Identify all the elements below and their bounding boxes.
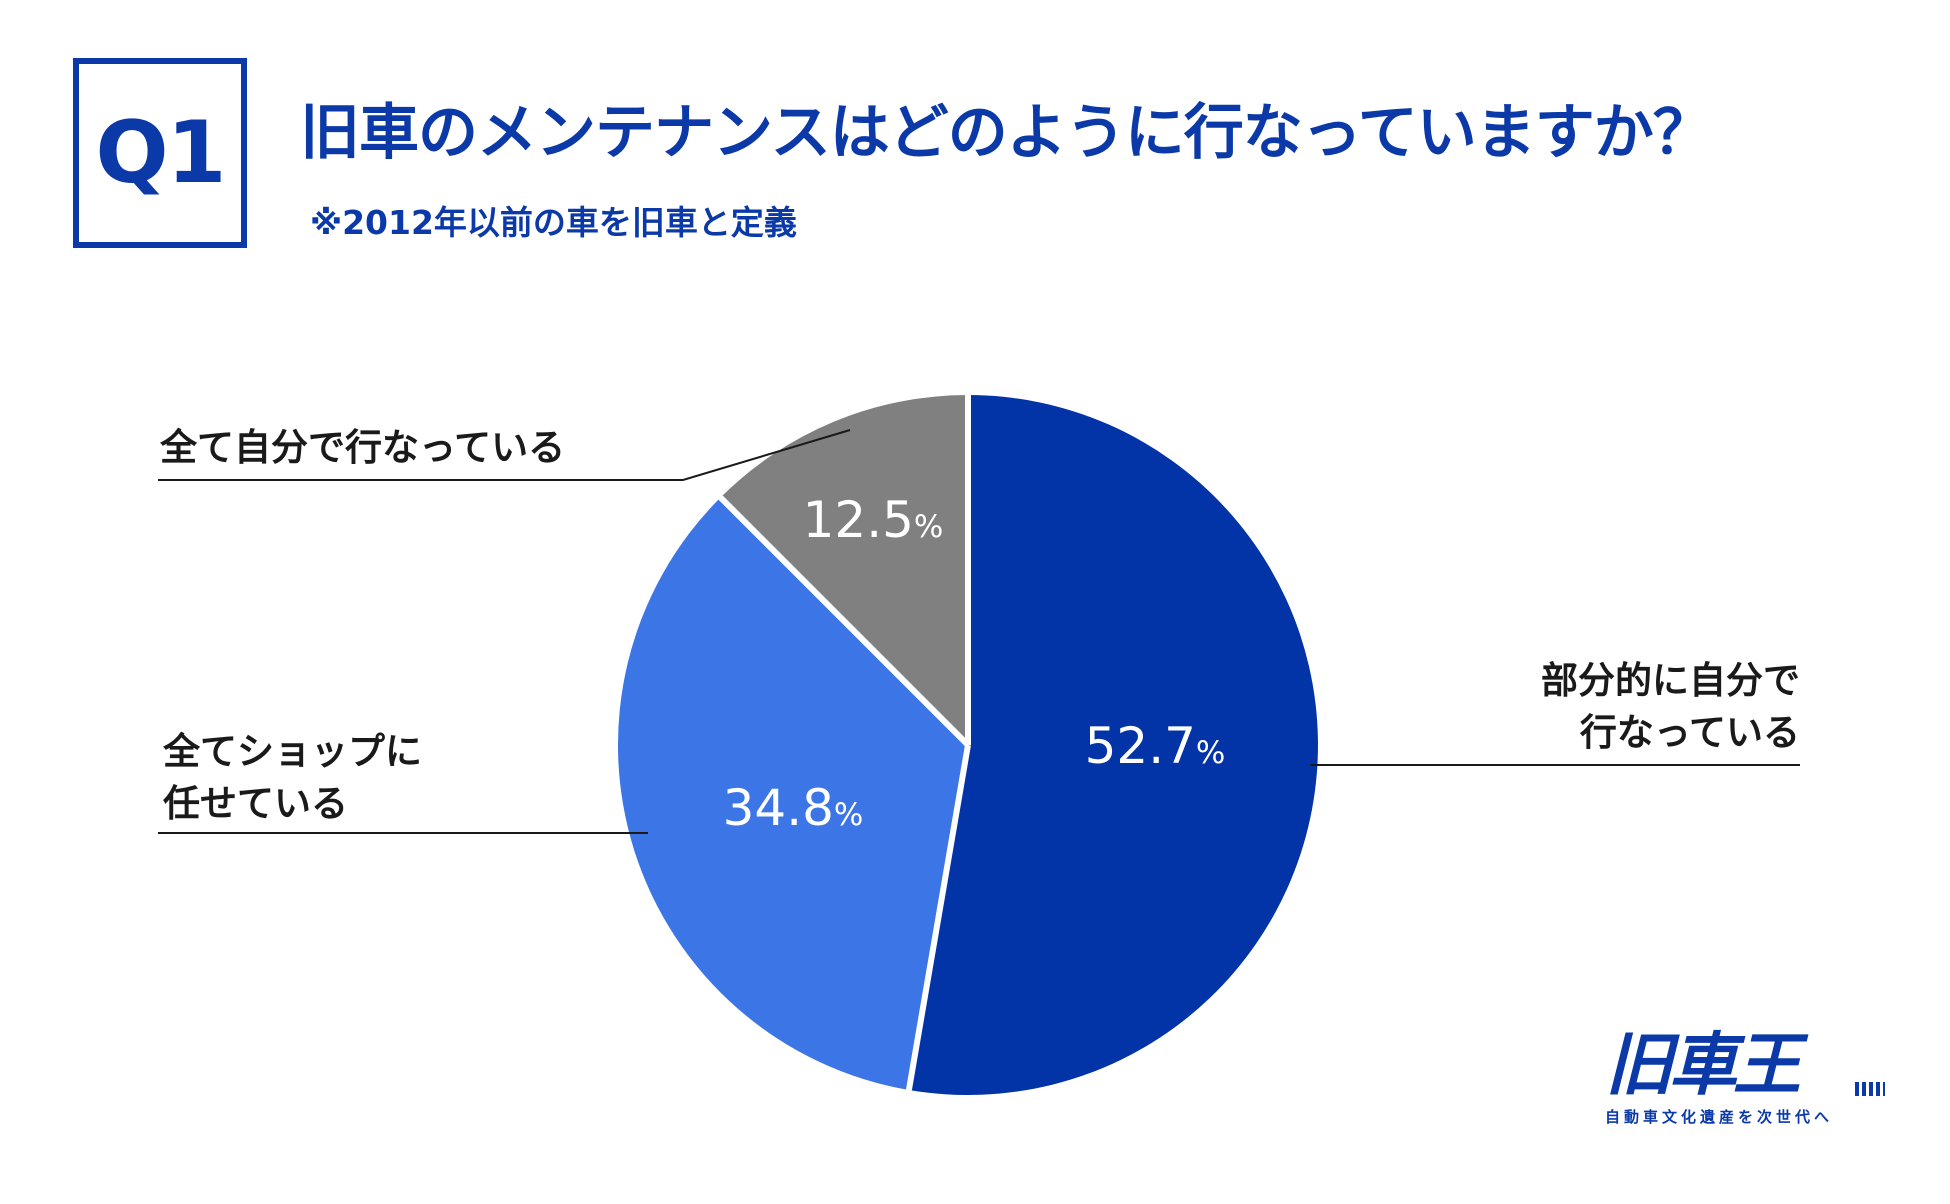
slice-label-all-self: 全て自分で行なっている [160,422,565,474]
pie-slice-shop [617,497,968,1090]
logo-tagline: 自動車文化遺産を次世代へ [1605,1108,1834,1126]
slice-label-line: 任せている [163,782,348,825]
slice-value-number: 52.7 [1084,717,1196,775]
question-badge: Q1 [73,58,247,248]
slice-label-line: 全て自分で行なっている [160,426,566,469]
pie-slice-partial-self [908,395,1318,1095]
slice-label-line: 全てショップに [163,730,422,773]
logo-speed-bars [1855,1082,1885,1096]
slice-separator [905,744,971,1091]
slice-value-unit: % [833,797,864,833]
slice-label-shop: 全てショップに 任せている [163,726,422,830]
chart-title: 旧車のメンテナンスはどのように行なっていますか？ [300,98,1713,168]
slice-label-line: 部分的に自分で [1541,659,1800,702]
pie-slice-all-self [720,395,968,745]
slice-value-all-self: 12.5% [803,491,944,549]
slice-value-unit: % [913,509,944,545]
chart-subtitle: ※2012年以前の車を旧車と定義 [310,203,797,242]
brand-logo: 旧車王 自動車文化遺産を次世代へ [1605,1030,1885,1127]
slice-label-partial-self: 部分的に自分で 行なっている [1420,655,1800,759]
leader-line-all-self [158,429,851,481]
slice-separator [718,495,971,748]
logo-mark: 旧車王 [1605,1026,1801,1105]
slice-label-line: 行なっている [1579,711,1800,754]
question-number: Q1 [95,103,227,203]
slice-value-shop: 34.8% [723,779,864,837]
slice-value-number: 12.5 [802,491,914,549]
slice-value-partial-self: 52.7% [1085,717,1226,775]
slice-value-number: 34.8 [722,779,834,837]
slice-value-unit: % [1195,735,1226,771]
